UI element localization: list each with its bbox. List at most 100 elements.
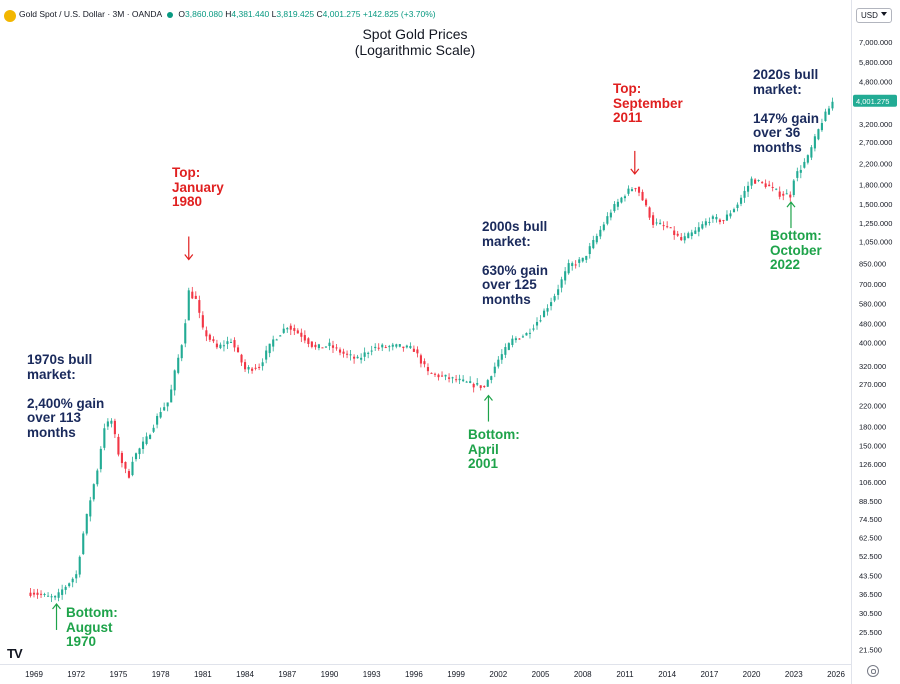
candle-body bbox=[641, 191, 644, 201]
candle-body bbox=[581, 257, 584, 262]
candle-body bbox=[571, 263, 574, 266]
candle-body bbox=[750, 178, 753, 186]
candle-body bbox=[599, 229, 602, 237]
y-tick-label: 1,250.000 bbox=[859, 219, 892, 228]
candle-body bbox=[785, 193, 788, 195]
time-axis-border bbox=[0, 664, 851, 665]
y-tick-label: 480.000 bbox=[859, 320, 886, 329]
candle-body bbox=[296, 330, 299, 334]
candle-body bbox=[683, 236, 686, 241]
candle-body bbox=[310, 341, 313, 347]
annotation-1970s-bull: 1970s bull market: 2,400% gain over 113 … bbox=[27, 352, 105, 440]
candle-body bbox=[317, 344, 320, 349]
candle-body bbox=[127, 471, 131, 478]
candle-body bbox=[110, 420, 113, 424]
close-label: C bbox=[316, 9, 323, 19]
candle-body bbox=[29, 592, 32, 596]
candle-body bbox=[535, 321, 539, 326]
annotation-bottom-2001: Bottom: April 2001 bbox=[468, 427, 520, 471]
candle-body bbox=[251, 368, 254, 371]
candle-body bbox=[602, 224, 605, 231]
symbol-name[interactable]: Gold Spot / U.S. Dollar · 3M · OANDA bbox=[19, 9, 162, 19]
chart-title: Spot Gold Prices (Logarithmic Scale) bbox=[354, 26, 476, 58]
candle-body bbox=[768, 184, 771, 187]
gear-icon[interactable] bbox=[867, 665, 879, 677]
candle-body bbox=[412, 348, 415, 352]
candle-body bbox=[75, 574, 78, 579]
candle-body bbox=[789, 194, 792, 198]
candle-body bbox=[138, 448, 141, 455]
y-tick-label: 850.000 bbox=[859, 259, 886, 268]
y-tick-label: 30.500 bbox=[859, 609, 882, 618]
x-tick-label: 1996 bbox=[405, 670, 423, 679]
candle-body bbox=[761, 182, 764, 184]
x-tick-label: 1993 bbox=[363, 670, 381, 679]
x-tick-label: 1981 bbox=[194, 670, 212, 679]
candle-body bbox=[775, 188, 778, 190]
last-price-label: 4,001.275 bbox=[856, 97, 889, 106]
currency-dropdown[interactable]: USD bbox=[856, 8, 892, 23]
candle-body bbox=[451, 377, 454, 379]
candle-body bbox=[553, 296, 556, 301]
candle-body bbox=[258, 366, 261, 368]
candle-body bbox=[799, 169, 802, 173]
y-tick-label: 180.000 bbox=[859, 423, 886, 432]
candle-body bbox=[159, 412, 162, 418]
x-tick-label: 2020 bbox=[743, 670, 761, 679]
candle-body bbox=[655, 222, 658, 224]
candle-body bbox=[103, 428, 106, 448]
candle-body bbox=[430, 372, 433, 374]
candle-body bbox=[634, 188, 637, 190]
candle-body bbox=[528, 332, 532, 334]
ohlc-legend[interactable]: Gold Spot / U.S. Dollar · 3M · OANDA O3,… bbox=[19, 9, 436, 19]
candle-body bbox=[215, 343, 218, 348]
candle-body bbox=[377, 347, 380, 349]
y-tick-label: 5,800.000 bbox=[859, 58, 892, 67]
annotation-bottom-1970: Bottom: August 1970 bbox=[66, 605, 118, 649]
candle-body bbox=[827, 108, 831, 115]
candle-body bbox=[57, 592, 60, 598]
candle-body bbox=[504, 347, 507, 355]
candle-body bbox=[448, 377, 451, 379]
candle-body bbox=[391, 344, 394, 347]
candle-body bbox=[687, 233, 690, 239]
x-tick-label: 1999 bbox=[447, 670, 465, 679]
candle-body bbox=[163, 407, 166, 411]
x-tick-label: 2014 bbox=[658, 670, 676, 679]
candle-body bbox=[240, 354, 243, 363]
candle-body bbox=[205, 330, 208, 337]
candle-body bbox=[286, 328, 289, 330]
candle-body bbox=[82, 533, 85, 555]
candle-body bbox=[771, 186, 774, 188]
candle-body bbox=[36, 592, 39, 595]
y-tick-label: 62.500 bbox=[859, 534, 882, 543]
candle-body bbox=[71, 578, 74, 583]
x-tick-label: 1987 bbox=[278, 670, 296, 679]
candle-body bbox=[64, 586, 67, 590]
x-tick-label: 1978 bbox=[152, 670, 170, 679]
y-tick-label: 700.000 bbox=[859, 280, 886, 289]
change-value: +142.825 (+3.70%) bbox=[362, 9, 436, 19]
candle-body bbox=[472, 383, 475, 388]
candle-body bbox=[321, 347, 324, 349]
candle-body bbox=[736, 204, 739, 208]
tradingview-logo-icon: TV bbox=[7, 646, 23, 661]
y-tick-label: 3,200.000 bbox=[859, 120, 892, 129]
y-tick-label: 106.000 bbox=[859, 478, 886, 487]
arrow-top11-head bbox=[630, 168, 640, 175]
candle-body bbox=[184, 323, 187, 344]
candle-body bbox=[120, 452, 123, 464]
candle-body bbox=[778, 191, 781, 197]
candle-body bbox=[219, 344, 222, 349]
gold-coin-icon bbox=[4, 10, 16, 22]
candle-body bbox=[729, 213, 732, 217]
x-tick-label: 1984 bbox=[236, 670, 254, 679]
candle-body bbox=[676, 233, 679, 236]
candle-body bbox=[490, 376, 493, 380]
candle-body bbox=[458, 378, 461, 381]
candle-body bbox=[440, 375, 444, 377]
candle-body bbox=[810, 147, 813, 158]
candle-body bbox=[243, 362, 247, 370]
candle-body bbox=[191, 291, 194, 299]
